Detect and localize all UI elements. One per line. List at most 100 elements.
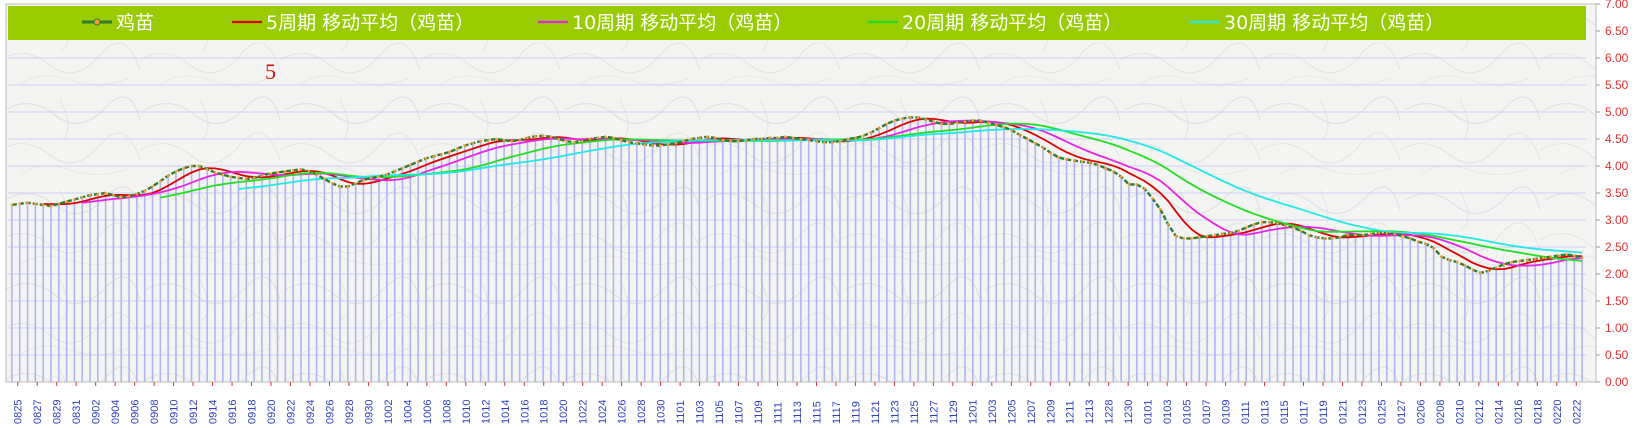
bar [182,168,185,382]
data-point [791,136,795,140]
x-tick-label: 1101 [675,400,687,424]
bar [886,123,888,382]
bar [1425,243,1427,382]
data-point [744,138,748,142]
data-point [1112,170,1115,173]
x-tick-label: 1012 [480,400,492,424]
legend-marker [93,18,101,26]
bar [245,178,248,382]
data-point [41,203,45,207]
data-point [119,196,123,199]
data-point [346,185,350,188]
bar [909,117,912,383]
data-point [651,144,654,147]
bar [386,174,388,382]
bar [1018,134,1021,382]
bar [995,124,998,383]
bar [1471,269,1474,382]
data-point [276,171,279,174]
data-point [799,137,803,141]
bar [425,158,427,382]
x-tick-label: 0115 [1279,400,1291,424]
legend: 鸡苗 5周期 移动平均（鸡苗） 10周期 移动平均（鸡苗） 20周期 移动平均（鸡苗）… [8,6,1586,40]
x-tick-label: 1024 [597,400,609,424]
data-point [1479,271,1482,275]
data-point [432,154,436,158]
legend-bar [8,6,1586,40]
bar [932,121,935,382]
legend-label: 30周期 移动平均（鸡苗） [1224,12,1444,34]
data-point [1166,223,1170,226]
bar [1479,272,1482,382]
data-point [213,171,217,174]
bar [112,195,115,382]
data-point [1354,233,1357,237]
bar [1440,256,1443,382]
data-point [534,135,537,138]
bar [331,183,333,382]
bar [839,141,841,382]
bar [1526,259,1529,382]
data-point [205,167,209,171]
bar [120,197,123,382]
data-point [229,175,232,179]
bar [503,140,505,382]
data-point [252,176,256,180]
bar [870,132,873,382]
annotation-label: 5 [265,59,276,84]
bar [97,194,99,382]
bar [440,154,443,382]
data-point [1057,156,1060,159]
bar [604,136,607,382]
data-point [1401,234,1404,238]
x-tick-label: 1010 [461,400,473,424]
x-tick-label: 0910 [169,400,181,424]
x-tick-label: 0206 [1415,400,1427,424]
data-point [1385,231,1389,235]
bar [1581,257,1583,382]
bar [581,141,583,382]
data-point [698,136,701,140]
data-point [979,119,982,122]
data-point [1338,235,1342,239]
grid-lines [8,3,1586,383]
bar [1432,248,1435,382]
bar [206,169,209,382]
bar [1393,234,1396,382]
bar [1456,262,1458,382]
data-point [1229,231,1232,235]
bar [948,123,951,382]
x-tick-label: 1020 [558,400,570,424]
data-point [315,173,318,176]
bar [89,195,91,382]
data-point [713,136,717,140]
bar [589,139,591,382]
data-point [518,138,521,142]
data-point [159,179,162,183]
data-point [1119,175,1123,179]
data-point [65,200,68,203]
bar [612,137,615,382]
data-point [1268,220,1271,224]
bar [917,117,919,383]
x-tick-label: 1117 [831,401,843,424]
data-point [963,120,967,124]
data-point [1151,197,1154,200]
y-tick-label: 7.00 [1605,0,1629,11]
bar [167,175,169,382]
bar [1385,232,1388,382]
x-tick-label: 0113 [1260,400,1272,424]
data-point [135,192,139,196]
bar [971,120,974,382]
data-point [1533,257,1537,261]
bar [1104,168,1107,382]
x-axis-ticks: 0825 0827 0829 0831 0902 0904 0906 0908 0910 0912… [13,382,1583,424]
data-point [96,192,100,196]
x-tick-label: 1209 [1045,400,1057,424]
bar [940,123,943,382]
data-point [221,173,225,176]
price-line [11,116,1583,275]
x-tick-label: 0920 [266,400,278,424]
bar [706,136,708,382]
bar [893,120,896,382]
